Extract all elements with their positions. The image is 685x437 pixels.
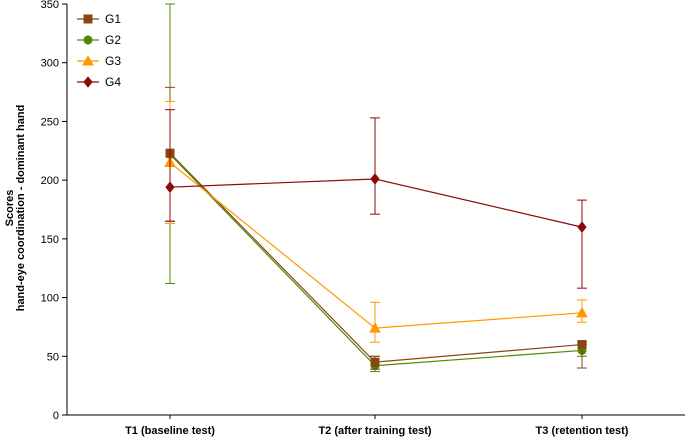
series-g3 [164,100,588,343]
x-tick-label: T2 (after training test) [318,425,431,437]
series-g2 [165,3,587,373]
data-point [165,181,175,193]
legend-marker [83,35,93,45]
legend-label: G4 [105,75,121,89]
legend-item-g1: G1 [77,12,121,26]
legend-item-g4: G4 [77,75,121,89]
y-tick-label: 150 [41,234,59,246]
y-axis-label: Scores [4,190,16,227]
series-line [169,178,583,228]
data-point [576,306,588,318]
data-point [369,322,381,333]
y-axis-label: hand-eye coordination - dominant hand [15,105,27,312]
data-point [370,173,380,185]
series-line [169,153,583,367]
y-tick-label: 250 [41,116,59,128]
series-g4 [165,109,587,289]
legend-label: G2 [105,33,121,47]
data-point [577,340,587,350]
legend-marker [83,14,93,24]
y-tick-label: 50 [47,351,59,363]
x-tick-label: T3 (retention test) [536,425,629,437]
legend-label: G3 [105,54,121,68]
series-line [169,162,583,329]
y-tick-label: 350 [41,0,59,11]
y-tick-label: 300 [41,58,59,70]
y-tick-label: 200 [41,175,59,187]
axes: 0 50 100 150 200 250 300 350 T1 (baseline test) T… [4,0,685,437]
x-tick-label: T1 (baseline test) [125,425,215,437]
legend: G1 G2 G3 G4 [77,12,121,89]
legend-item-g3: G3 [77,54,121,68]
legend-item-g2: G2 [77,33,121,47]
data-point [577,221,587,233]
legend-marker [82,54,94,66]
y-tick-label: 100 [41,293,59,305]
legend-marker [83,76,93,88]
y-tick-label: 0 [53,410,59,422]
legend-label: G1 [105,12,121,26]
series-group [164,3,588,373]
data-point [370,357,380,367]
